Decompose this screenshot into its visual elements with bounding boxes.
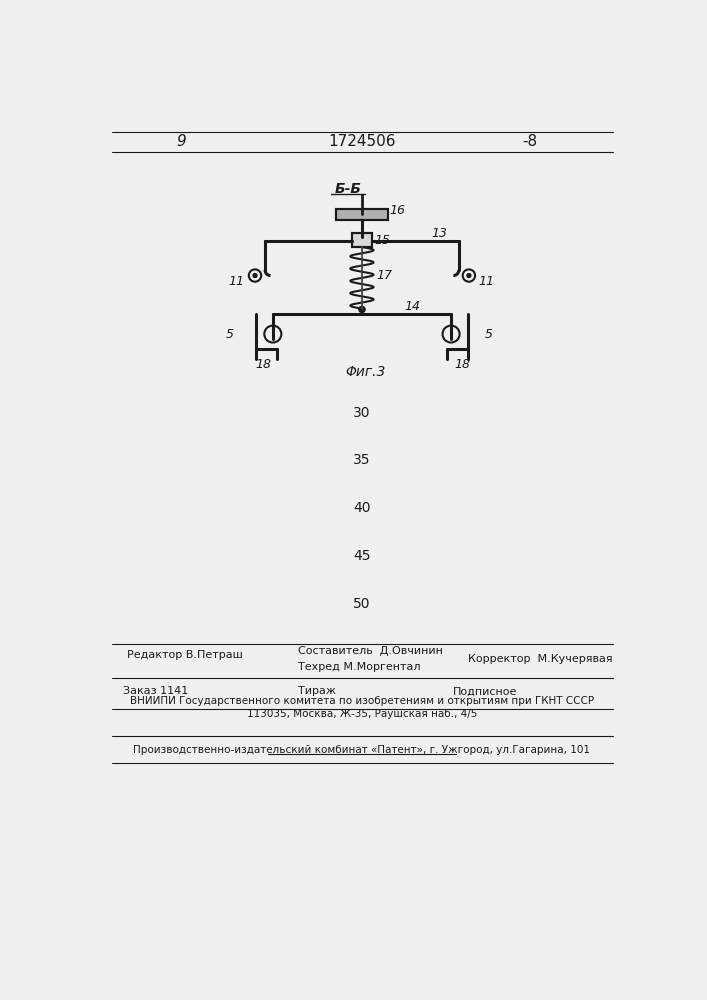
Text: 45: 45 xyxy=(354,549,370,563)
Text: 9: 9 xyxy=(177,134,186,149)
Text: 18: 18 xyxy=(455,358,471,371)
Text: 5: 5 xyxy=(484,328,492,341)
Text: 11: 11 xyxy=(228,275,245,288)
Text: 16: 16 xyxy=(390,204,406,217)
Circle shape xyxy=(253,274,257,277)
Text: Производственно-издательский комбинат «Патент», г. Ужгород, ул.Гагарина, 101: Производственно-издательский комбинат «П… xyxy=(134,745,590,755)
Bar xyxy=(352,233,372,247)
Text: Тираж: Тираж xyxy=(298,686,336,696)
Text: ВНИИПИ Государственного комитета по изобретениям и открытиям при ГКНТ СССР: ВНИИПИ Государственного комитета по изоб… xyxy=(130,696,594,706)
Text: 11: 11 xyxy=(478,275,494,288)
Text: -8: -8 xyxy=(522,134,538,149)
Circle shape xyxy=(467,274,471,277)
Text: 40: 40 xyxy=(354,501,370,515)
Text: Редактор В.Петраш: Редактор В.Петраш xyxy=(127,650,243,660)
Text: 50: 50 xyxy=(354,597,370,611)
Text: 18: 18 xyxy=(255,358,271,371)
Text: 35: 35 xyxy=(354,453,370,467)
Text: 5: 5 xyxy=(226,328,234,341)
Text: 17: 17 xyxy=(376,269,392,282)
Text: 1724506: 1724506 xyxy=(328,134,396,149)
Bar xyxy=(337,209,387,220)
Text: Подписное: Подписное xyxy=(452,686,517,696)
Text: 14: 14 xyxy=(404,300,421,313)
Text: 13: 13 xyxy=(432,227,448,240)
Text: Φиг.3: Φиг.3 xyxy=(346,365,386,379)
Text: Корректор  М.Кучерявая: Корректор М.Кучерявая xyxy=(468,654,613,664)
Bar xyxy=(337,209,387,220)
Bar xyxy=(352,233,372,247)
Circle shape xyxy=(359,306,365,312)
Text: Заказ 1141: Заказ 1141 xyxy=(123,686,189,696)
Text: Техред М.Моргентал: Техред М.Моргентал xyxy=(298,662,420,672)
Text: 15: 15 xyxy=(374,234,390,247)
Text: 30: 30 xyxy=(354,406,370,420)
Text: 113035, Москва, Ж-35, Раушская наб., 4/5: 113035, Москва, Ж-35, Раушская наб., 4/5 xyxy=(247,709,477,719)
Text: Составитель  Д.Овчинин: Составитель Д.Овчинин xyxy=(298,646,443,656)
Text: Б-Б: Б-Б xyxy=(334,182,361,196)
